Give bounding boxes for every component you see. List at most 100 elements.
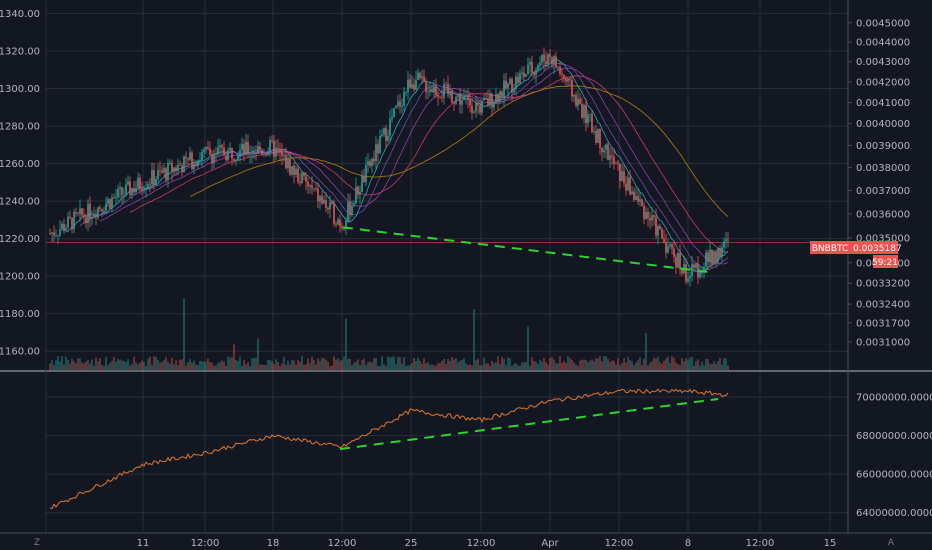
candle-body [607, 144, 609, 160]
volume-bar [309, 363, 311, 370]
volume-bar [331, 365, 333, 370]
candle-body [197, 160, 199, 166]
volume-bar [683, 361, 685, 370]
volume-bar [301, 356, 303, 370]
volume-bar [361, 359, 363, 370]
candle-body [109, 199, 111, 209]
volume-bar [133, 356, 135, 370]
volume-bar [525, 361, 527, 370]
volume-layer [49, 298, 729, 370]
symbol-badge [810, 241, 850, 254]
candle-body [159, 170, 161, 171]
candle-body [437, 95, 439, 97]
volume-bar [257, 338, 259, 370]
volume-bar [475, 360, 477, 370]
volume-bar [307, 358, 309, 370]
price-trendline[interactable] [342, 226, 713, 274]
volume-bar [249, 365, 251, 370]
candle-body [303, 173, 305, 177]
a-button[interactable]: A [888, 538, 895, 548]
volume-bar [75, 363, 77, 370]
volume-bar [393, 356, 395, 370]
candle-body [55, 235, 57, 237]
candle-body [403, 92, 405, 106]
volume-bar [595, 358, 597, 370]
candle-body [361, 175, 363, 192]
candle-body [569, 78, 571, 80]
volume-bar [341, 359, 343, 370]
time-axis-tick: 12:00 [746, 538, 775, 549]
volume-bar [537, 364, 539, 370]
candle-body [675, 256, 677, 268]
left-axis-tick: 1160.00 [0, 347, 40, 358]
candle-body [481, 100, 483, 113]
candle-body [143, 189, 145, 192]
volume-bar [469, 364, 471, 370]
volume-bar [669, 362, 671, 370]
volume-bar [569, 358, 571, 370]
volume-bar [187, 362, 189, 370]
candle-body [401, 105, 403, 107]
volume-bar [259, 364, 261, 370]
volume-bar [411, 363, 413, 370]
candle-body [593, 131, 595, 133]
volume-bar [493, 363, 495, 370]
candle-body [603, 149, 605, 153]
candle-body [477, 103, 479, 106]
candle-body [701, 271, 703, 273]
volume-bar [179, 359, 181, 370]
candle-body [465, 95, 467, 97]
candle-body [581, 104, 583, 118]
volume-bar [385, 365, 387, 370]
volume-bar [253, 357, 255, 370]
indicator-trendline[interactable] [339, 397, 719, 451]
volume-bar [167, 361, 169, 370]
volume-bar [499, 363, 501, 370]
volume-bar [425, 363, 427, 370]
volume-bar [247, 362, 249, 370]
candle-body [399, 101, 401, 107]
volume-bar [123, 360, 125, 370]
candle-body [553, 56, 555, 65]
candle-body [235, 160, 237, 162]
candle-body [557, 66, 559, 68]
candle-body [485, 97, 487, 99]
volume-bar [589, 360, 591, 370]
volume-bar [317, 358, 319, 370]
candle-body [719, 248, 721, 257]
volume-bar [491, 360, 493, 370]
trendline-layer[interactable] [339, 226, 719, 451]
indicator-line [49, 388, 729, 510]
candle-body [601, 147, 603, 153]
volume-bar [529, 365, 531, 370]
candle-body [479, 105, 481, 113]
volume-bar [597, 358, 599, 370]
candle-body [309, 185, 311, 187]
candle-body [189, 152, 191, 160]
candle-body [91, 217, 93, 219]
candle-body [555, 56, 557, 68]
volume-bar [153, 356, 155, 370]
volume-bar [391, 356, 393, 370]
candle-body [127, 181, 129, 185]
volume-bar [723, 358, 725, 370]
candle-body [551, 57, 553, 65]
candle-body [393, 108, 395, 118]
volume-bar [199, 360, 201, 370]
left-axis-tick: 1220.00 [0, 234, 40, 245]
volume-bar [579, 360, 581, 370]
moving-average-line [99, 67, 729, 265]
z-button[interactable]: Z [34, 538, 40, 548]
volume-bar [147, 358, 149, 370]
candle-body [639, 199, 641, 202]
right-axis-tick: 0.0043000 [856, 57, 910, 68]
volume-bar [345, 318, 347, 370]
volume-bar [335, 359, 337, 370]
bottom-bar: Z A [34, 538, 895, 548]
volume-bar [263, 364, 265, 370]
volume-bar [603, 356, 605, 370]
candle-body [385, 127, 387, 141]
right-axis-tick: 0.0039000 [856, 141, 910, 152]
candle-body [673, 248, 675, 257]
candle-body [681, 269, 683, 274]
